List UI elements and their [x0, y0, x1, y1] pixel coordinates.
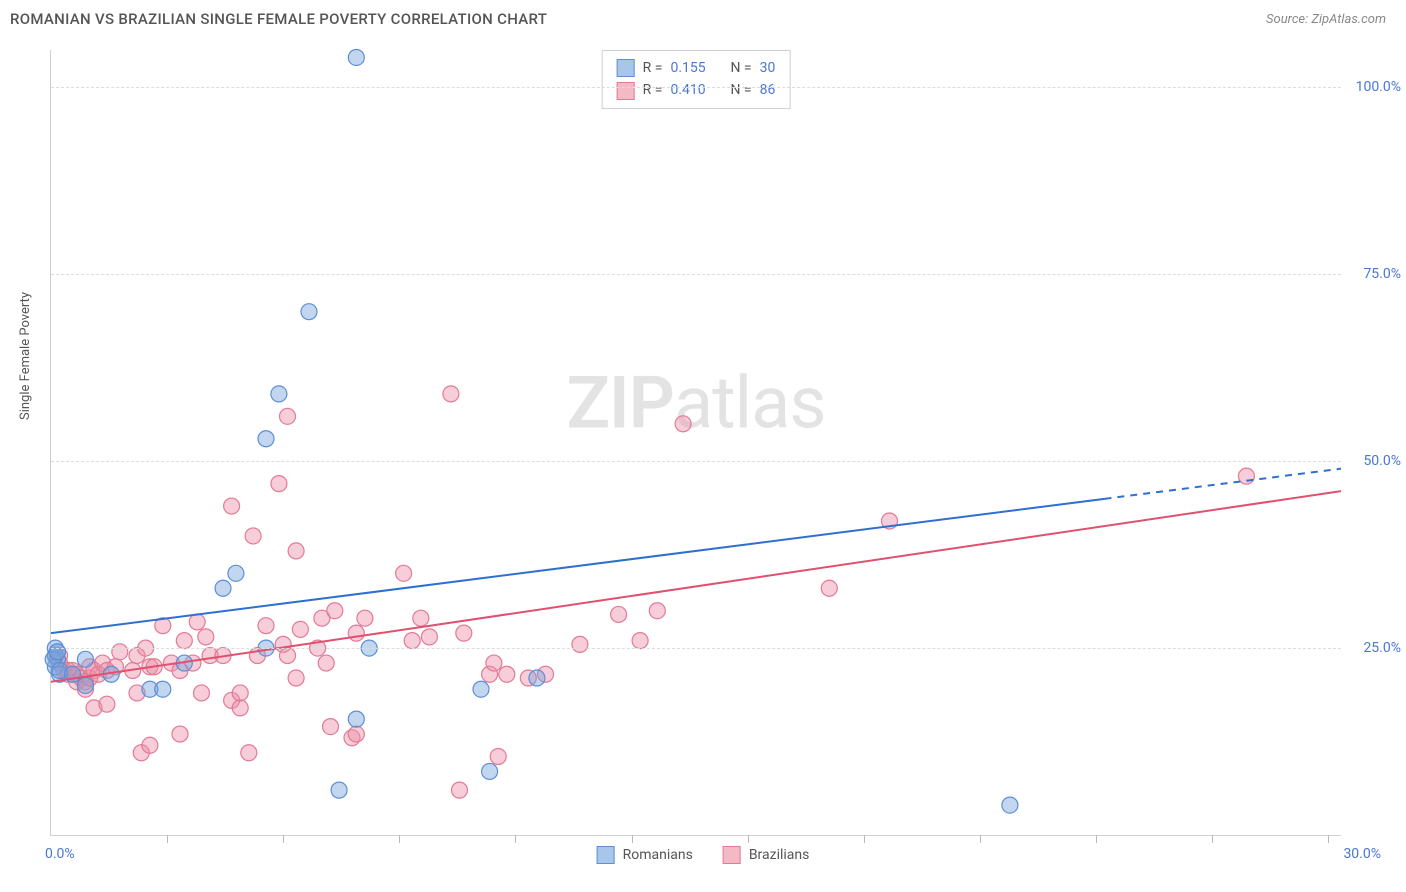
x-tick: [167, 835, 168, 843]
brazilians-point: [443, 386, 459, 402]
brazilians-point: [280, 648, 296, 664]
romanians-point: [473, 681, 489, 697]
chart-header: ROMANIAN VS BRAZILIAN SINGLE FEMALE POVE…: [0, 0, 1406, 28]
legend-item: Romanians: [597, 846, 693, 864]
x-tick: [515, 835, 516, 843]
brazilians-point: [99, 696, 115, 712]
legend-row: R =0.155N =30: [617, 57, 776, 79]
romanians-point: [258, 431, 274, 447]
gridline: [51, 648, 1341, 649]
legend-swatch: [617, 82, 635, 100]
brazilians-regression: [51, 491, 1341, 682]
x-tick: [283, 835, 284, 843]
brazilians-point: [224, 498, 240, 514]
y-grid-label: 50.0%: [1363, 453, 1401, 469]
scatter-svg: [51, 50, 1341, 835]
correlation-legend: R =0.155N =30R =0.410N =86: [602, 50, 791, 109]
chart-title: ROMANIAN VS BRAZILIAN SINGLE FEMALE POVE…: [10, 10, 547, 28]
romanians-point: [77, 677, 93, 693]
brazilians-point: [271, 476, 287, 492]
romanians-point: [301, 304, 317, 320]
series-legend: Romanians Brazilians: [597, 846, 810, 864]
brazilians-point: [241, 745, 257, 761]
plot-area: ZIPatlas R =0.155N =30R =0.410N =86 25.0…: [50, 50, 1341, 836]
brazilians-point: [318, 655, 334, 671]
x-tick: [1096, 835, 1097, 843]
brazilians-point: [172, 726, 188, 742]
brazilians-point: [499, 666, 515, 682]
gridline: [51, 87, 1341, 88]
romanians-point: [348, 711, 364, 727]
gridline: [51, 461, 1341, 462]
romanians-point: [482, 763, 498, 779]
romanians-point: [215, 580, 231, 596]
brazilians-point: [142, 737, 158, 753]
brazilians-point: [452, 782, 468, 798]
legend-item: Brazilians: [723, 846, 810, 864]
brazilians-point: [245, 528, 261, 544]
brazilians-point: [194, 685, 210, 701]
brazilians-point: [396, 565, 412, 581]
brazilians-point: [821, 580, 837, 596]
brazilians-point: [421, 629, 437, 645]
y-grid-label: 75.0%: [1363, 266, 1401, 282]
gridline: [51, 274, 1341, 275]
x-axis-max-label: 30.0%: [1343, 846, 1381, 862]
brazilians-point: [675, 416, 691, 432]
romanians-point: [77, 651, 93, 667]
y-grid-label: 100.0%: [1356, 79, 1401, 95]
romanians-regression: [51, 499, 1105, 633]
romanians-point: [331, 782, 347, 798]
brazilians-point: [288, 543, 304, 559]
x-tick: [748, 835, 749, 843]
brazilians-point: [413, 610, 429, 626]
brazilians-point: [258, 618, 274, 634]
x-tick: [1328, 835, 1329, 843]
brazilians-point: [611, 606, 627, 622]
brazilians-point: [198, 629, 214, 645]
brazilians-point: [288, 670, 304, 686]
romanians-point: [529, 670, 545, 686]
brazilians-point: [280, 408, 296, 424]
x-tick: [1212, 835, 1213, 843]
brazilians-point: [327, 603, 343, 619]
legend-row: R =0.410N =86: [617, 79, 776, 101]
x-tick: [980, 835, 981, 843]
brazilians-point: [357, 610, 373, 626]
romanians-point: [228, 565, 244, 581]
brazilians-point: [232, 700, 248, 716]
romanians-regression-extrapolated: [1105, 469, 1342, 499]
legend-swatch: [723, 846, 741, 864]
brazilians-point: [232, 685, 248, 701]
romanians-point: [348, 49, 364, 65]
brazilians-point: [404, 633, 420, 649]
brazilians-point: [292, 621, 308, 637]
x-tick: [632, 835, 633, 843]
x-axis-min-label: 0.0%: [45, 846, 75, 862]
chart-source: Source: ZipAtlas.com: [1266, 12, 1386, 27]
brazilians-point: [189, 614, 205, 630]
brazilians-point: [456, 625, 472, 641]
brazilians-point: [632, 633, 648, 649]
brazilians-point: [176, 633, 192, 649]
y-axis-label: Single Female Poverty: [18, 292, 33, 420]
y-grid-label: 25.0%: [1363, 640, 1401, 656]
romanians-point: [1002, 797, 1018, 813]
brazilians-point: [112, 644, 128, 660]
brazilians-point: [323, 719, 339, 735]
brazilians-point: [348, 625, 364, 641]
romanians-point: [271, 386, 287, 402]
legend-swatch: [617, 59, 635, 77]
legend-swatch: [597, 846, 615, 864]
brazilians-point: [1238, 468, 1254, 484]
brazilians-point: [649, 603, 665, 619]
brazilians-point: [348, 726, 364, 742]
brazilians-point: [572, 636, 588, 652]
romanians-point: [155, 681, 171, 697]
x-tick: [864, 835, 865, 843]
brazilians-point: [490, 749, 506, 765]
brazilians-point: [486, 655, 502, 671]
x-tick: [399, 835, 400, 843]
romanians-point: [49, 644, 65, 660]
